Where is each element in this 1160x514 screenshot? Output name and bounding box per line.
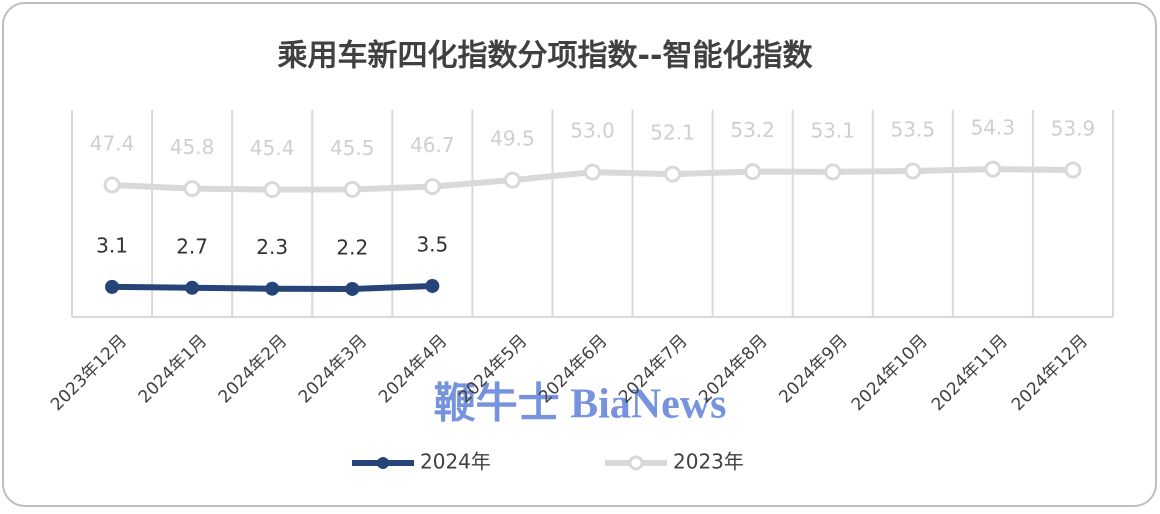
data-label: 2.7 [176, 234, 208, 258]
legend-marker [628, 455, 644, 471]
data-label: 45.5 [330, 136, 375, 160]
point [105, 279, 120, 294]
watermark: 鞭牛士 BiaNews [434, 381, 727, 428]
data-label: 53.5 [891, 117, 936, 141]
point [984, 160, 1002, 178]
data-label: 2.3 [256, 235, 288, 259]
data-label: 52.1 [650, 121, 695, 145]
data-label: 53.2 [730, 118, 775, 142]
point [185, 280, 200, 295]
point [423, 178, 441, 196]
chart-title: 乘用车新四化指数分项指数--智能化指数 [278, 39, 814, 74]
point [265, 281, 280, 296]
point [824, 163, 842, 181]
point [1064, 161, 1082, 179]
legend-marker [377, 457, 389, 469]
data-label: 2.2 [336, 235, 368, 259]
point [744, 163, 762, 181]
data-label: 45.4 [250, 136, 295, 160]
data-label: 3.5 [416, 232, 448, 256]
point [503, 171, 521, 189]
point [345, 281, 360, 296]
data-label: 46.7 [410, 133, 455, 157]
data-label: 3.1 [96, 233, 128, 257]
card-border [2, 2, 1157, 507]
point [664, 165, 682, 183]
point [425, 278, 440, 293]
data-label: 45.8 [170, 135, 215, 159]
legend-label: 2023年 [673, 450, 744, 474]
data-label: 54.3 [971, 116, 1016, 140]
data-label: 53.0 [570, 119, 615, 143]
point [103, 176, 121, 194]
data-label: 53.1 [810, 118, 855, 142]
data-label: 53.9 [1051, 117, 1096, 141]
data-label: 49.5 [490, 127, 535, 151]
data-label: 47.4 [90, 131, 135, 155]
legend-label: 2024年 [420, 450, 491, 474]
point [584, 163, 601, 181]
point [343, 180, 361, 198]
point [904, 162, 922, 180]
point [183, 180, 201, 198]
point [263, 181, 281, 199]
